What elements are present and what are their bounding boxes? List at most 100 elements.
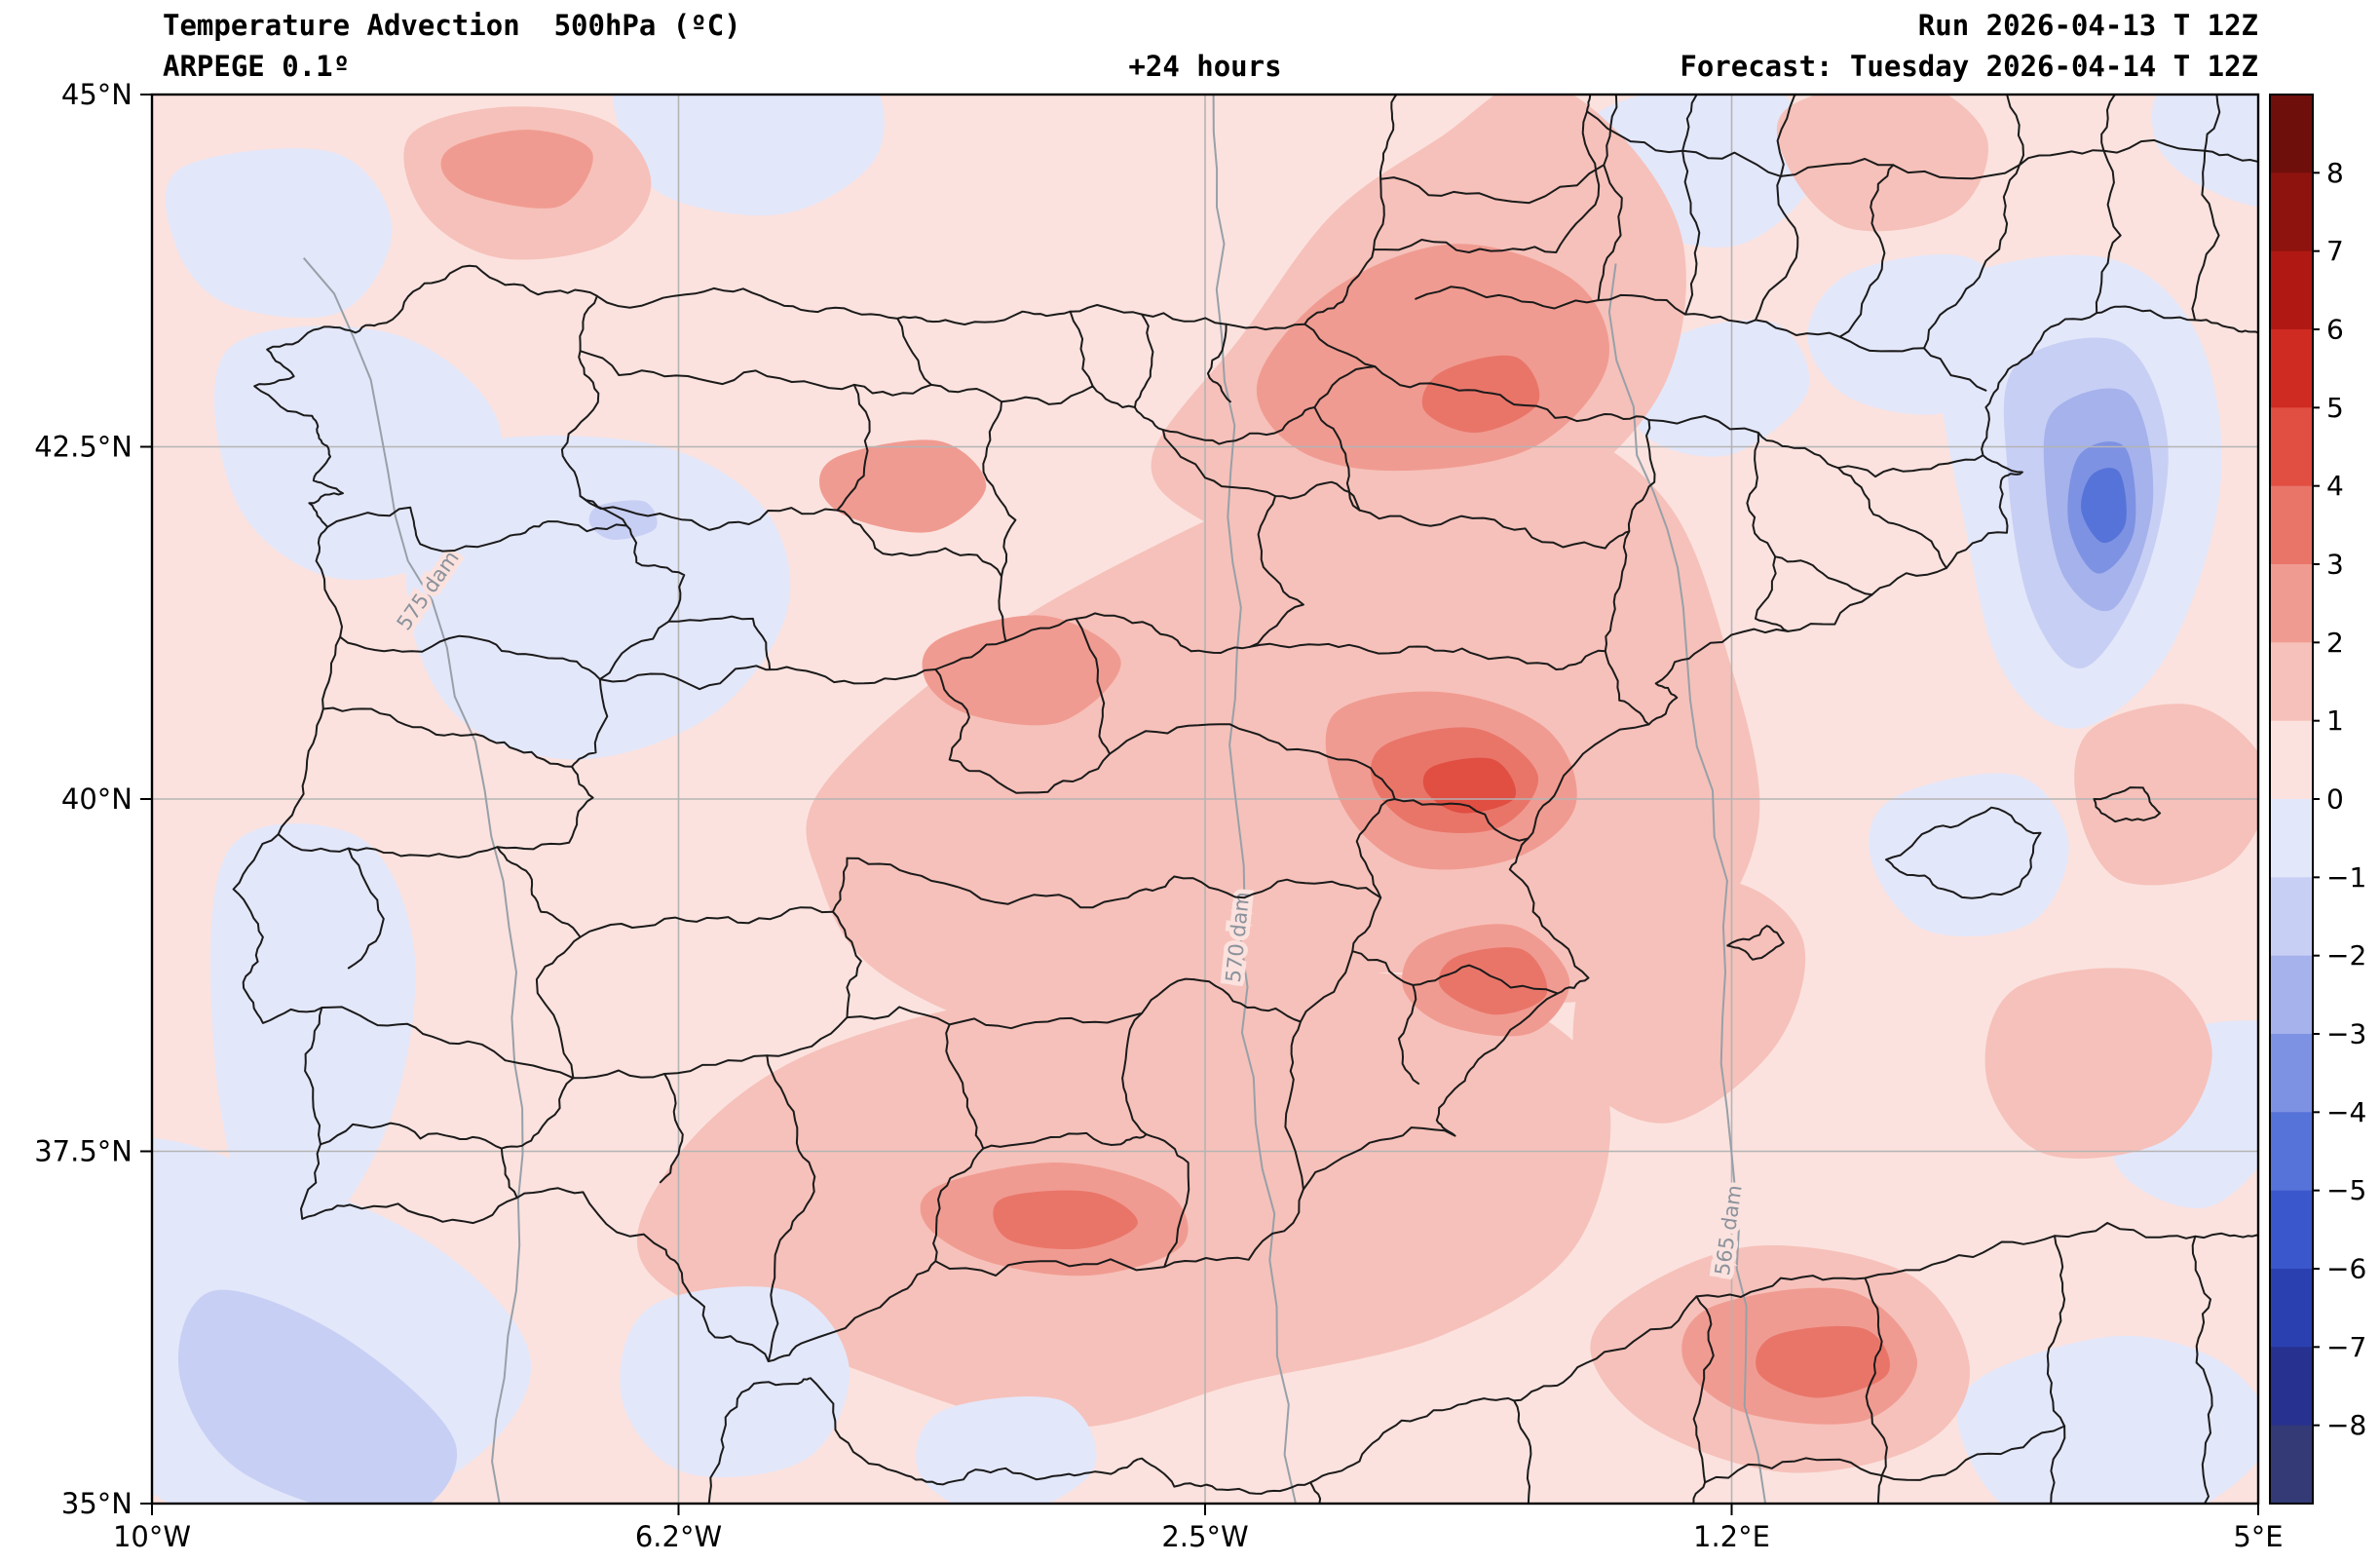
lat-tick-label: 35°N [61,1487,132,1520]
advection-region [2074,704,2258,886]
colorbar-tick-label: −5 [2326,1174,2366,1206]
admin-boundary [321,1006,575,1080]
colorbar-segment [2270,407,2313,487]
admin-boundary [982,1131,1148,1150]
admin-boundary [2095,95,2122,315]
lead-time-label: +24 hours [1128,50,1282,83]
admin-boundary [1206,323,1231,403]
colorbar-tick-label: −7 [2326,1331,2366,1363]
admin-boundary [1173,875,1382,899]
colorbar: 8 7 6 5 4 3 2 1 0 −1 −2 −3 −4 −5 −6 −7 −8 [2269,94,2366,1505]
advection-region [1421,355,1540,434]
colorbar-tick-label: 3 [2326,549,2344,581]
colorbar-segment [2270,799,2313,878]
admin-boundary [1309,1481,1322,1504]
axes: 45°N 42.5°N 40°N 37.5°N 35°N10°W 6.2°W 2.5°W 1.… [34,78,2283,1553]
lon-tick-label: 5°E [2233,1520,2283,1553]
admin-boundary [1692,1295,1715,1504]
model-label: ARPEGE 0.1º [163,50,351,83]
admin-boundary [579,350,1136,408]
admin-boundary [659,1073,684,1184]
colorbar-tick-label: 6 [2326,314,2344,346]
colorbar-segment [2270,95,2313,173]
admin-boundary [2093,786,2162,823]
admin-boundary [560,294,628,527]
lat-tick-label: 45°N [61,78,132,111]
admin-boundary [832,857,862,1019]
colorbar-tick-label: −6 [2326,1253,2366,1285]
colorbar-segment [2270,1034,2313,1113]
advection-region [178,1289,457,1504]
advection-region [2081,468,2127,544]
height-contour [302,257,524,1504]
admin-boundary [1303,95,1398,325]
colorbar-tick-label: 0 [2326,783,2344,816]
advection-field [152,95,2258,1504]
advection-region [405,435,791,760]
advection-region [613,95,885,216]
lat-tick-label: 40°N [61,782,132,816]
admin-boundary [896,317,932,386]
colorbar-tick-label: 4 [2326,470,2344,502]
admin-boundary [1604,419,1656,726]
colorbar-segment [2270,1269,2313,1348]
admin-boundary [339,634,601,681]
admin-boundary [1393,798,1530,842]
admin-boundary [1681,95,1701,316]
admin-boundary [1837,467,1947,569]
admin-boundary [277,833,499,858]
colorbar-tick-label: 1 [2326,705,2344,737]
admin-boundary [1069,310,1094,388]
colorbar-tick-label: 5 [2326,392,2344,424]
admin-boundary [1358,509,1631,550]
admin-boundary [1133,365,1377,445]
colorbar-segment [2270,720,2313,800]
colorbar-tick-label: −8 [2326,1409,2366,1441]
advection-region [819,439,987,533]
admin-boundary [1885,806,2042,899]
admin-boundary [1513,1399,1532,1504]
colorbar-tick-label: −4 [2326,1096,2366,1128]
colorbar-segment [2270,250,2313,330]
admin-boundaries [232,95,2258,1504]
advection-region [440,130,593,209]
colorbar-segment [2270,642,2313,722]
admin-boundary [347,847,385,970]
admin-boundary [1190,495,1304,654]
advection-region [1438,947,1548,1015]
colorbar-segment [2270,1190,2313,1270]
admin-boundary [1838,164,1895,338]
admin-boundary [321,706,573,768]
admin-boundary [1249,642,1606,670]
admin-boundary [232,264,2023,1362]
lon-tick-label: 2.5°W [1161,1520,1248,1553]
admin-boundary [1347,758,1420,1086]
run-label: Run 2026-04-13 T 12Z [1917,9,2258,42]
colorbar-tick-label: 7 [2326,235,2344,267]
admin-boundary [1379,164,1606,205]
advection-region [1984,968,2212,1159]
admin-boundary [836,383,877,550]
advection-region [620,1286,850,1478]
colorbar-segment [2270,955,2313,1035]
colorbar-segment [2270,172,2313,252]
admin-boundary [766,1054,816,1362]
lon-tick-label: 10°W [113,1520,191,1553]
admin-boundary [1586,110,2258,180]
lat-tick-label: 42.5°N [34,431,132,464]
advection-region [1776,95,1988,232]
admin-boundary [1192,950,1354,1023]
admin-boundary [1373,95,1601,253]
colorbar-segment [2270,1425,2313,1505]
map-title: Temperature Advection 500hPa (ºC) [163,9,741,42]
admin-boundary [1774,555,1873,596]
colorbar-tick-label: −2 [2326,939,2366,972]
lat-tick-label: 37.5°N [34,1135,132,1168]
admin-boundary [1597,95,1623,302]
colorbar-segment [2270,1112,2313,1192]
admin-boundary [572,977,1195,1080]
colorbar-segment [2270,564,2313,643]
admin-boundary [874,547,1002,578]
admin-boundary [1704,1425,2066,1484]
